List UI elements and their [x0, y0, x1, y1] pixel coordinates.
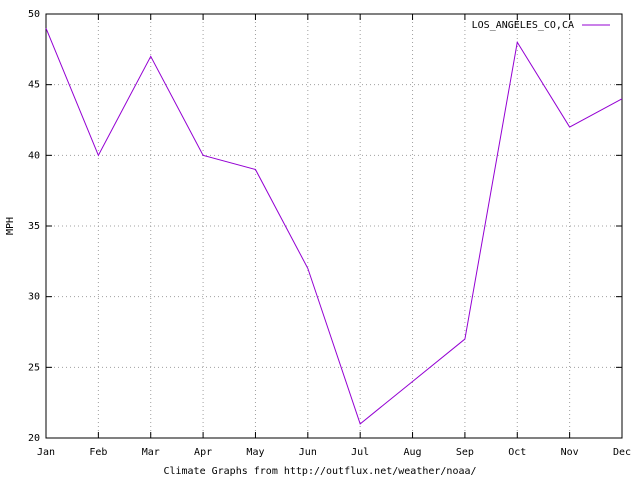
x-tick-label: Sep	[456, 447, 474, 458]
y-tick-label: 20	[28, 433, 40, 444]
y-tick-label: 30	[28, 292, 40, 303]
x-tick-label: Jun	[299, 447, 317, 458]
y-tick-label: 35	[28, 221, 40, 232]
legend-label: LOS_ANGELES_CO,CA	[472, 20, 574, 31]
x-tick-label: Aug	[404, 447, 422, 458]
y-tick-label: 50	[28, 9, 40, 20]
plot-border	[45, 13, 623, 439]
x-axis-label: Climate Graphs from http://outflux.net/w…	[163, 466, 476, 477]
y-tick-label: 40	[28, 150, 40, 161]
x-tick-label: Mar	[142, 447, 160, 458]
x-tick-label: Oct	[508, 447, 526, 458]
x-tick-label: Dec	[613, 447, 631, 458]
y-tick-label: 45	[28, 80, 40, 91]
x-tick-label: Apr	[194, 447, 212, 458]
y-axis-label: MPH	[5, 217, 16, 235]
x-tick-label: Feb	[89, 447, 107, 458]
x-tick-label: Nov	[561, 447, 579, 458]
data-line	[45, 27, 623, 425]
x-tick-label: Jul	[351, 447, 369, 458]
y-tick-label: 25	[28, 362, 40, 373]
x-tick-label: Jan	[37, 447, 55, 458]
x-tick-label: May	[246, 447, 264, 458]
